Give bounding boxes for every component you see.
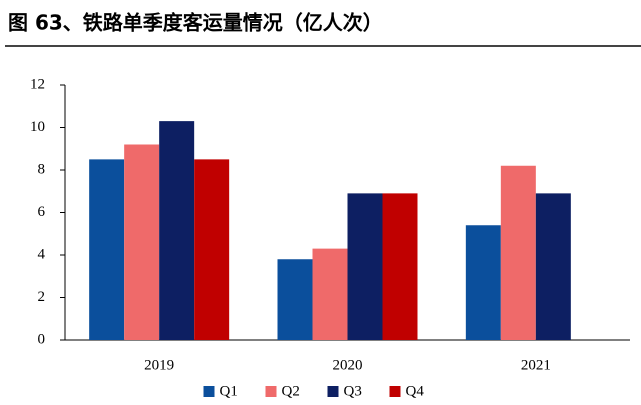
bar xyxy=(277,259,313,340)
bar xyxy=(312,248,348,340)
bar xyxy=(535,193,571,340)
chart-title: 图 63、铁路单季度客运量情况（亿人次） xyxy=(8,11,383,35)
y-tick-label: 4 xyxy=(38,246,46,262)
x-tick-label: 2020 xyxy=(333,357,363,373)
x-tick-label: 2019 xyxy=(144,357,174,373)
y-tick-label: 10 xyxy=(30,119,45,135)
legend-swatch xyxy=(389,386,401,397)
legend-label: Q4 xyxy=(406,383,425,399)
legend-label: Q2 xyxy=(282,383,300,399)
legend-swatch xyxy=(327,386,339,397)
y-tick-label: 8 xyxy=(38,161,46,177)
y-tick-label: 6 xyxy=(38,204,46,220)
bar xyxy=(500,165,536,340)
x-tick-label: 2021 xyxy=(521,357,551,373)
bar xyxy=(194,159,230,340)
y-tick-label: 12 xyxy=(30,76,45,92)
bar xyxy=(382,193,418,340)
bar xyxy=(347,193,383,340)
legend-label: Q3 xyxy=(344,383,362,399)
y-tick-label: 0 xyxy=(38,331,46,347)
legend-label: Q1 xyxy=(220,383,238,399)
y-tick-label: 2 xyxy=(38,289,46,305)
bar xyxy=(159,121,195,340)
bar xyxy=(89,159,125,340)
bar xyxy=(465,225,501,340)
bar xyxy=(124,144,160,340)
legend-swatch xyxy=(265,386,277,397)
legend-swatch xyxy=(203,386,215,397)
